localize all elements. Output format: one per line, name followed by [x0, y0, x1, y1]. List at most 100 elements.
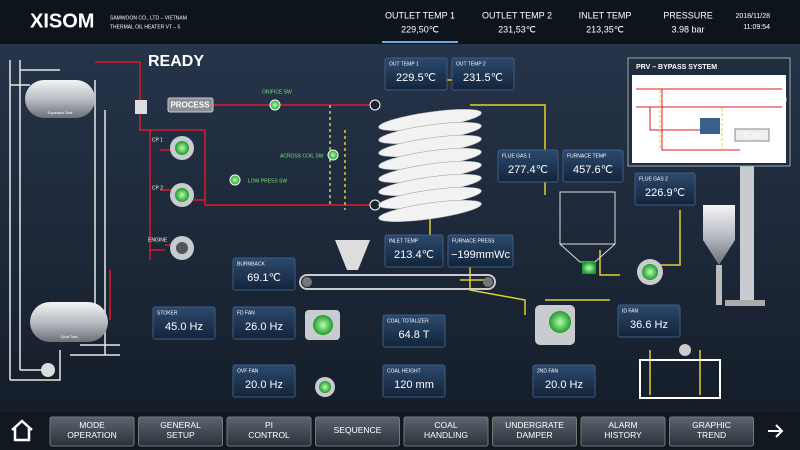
- panel-value: 120 mm: [394, 379, 434, 391]
- nav-button-line: UNDERGRATE: [505, 420, 564, 430]
- panel: [451, 57, 515, 91]
- panel-label: INLET TEMP: [389, 238, 419, 244]
- panel-label: OVF FAN: [237, 368, 259, 374]
- time: 11:09:54: [743, 24, 770, 31]
- nav-button[interactable]: [492, 416, 577, 447]
- reading-value: 229,50℃: [401, 24, 439, 34]
- prv-opening: 37.1%: [742, 132, 762, 139]
- prv-supply: SUPPLY: [638, 79, 658, 85]
- panel: [532, 364, 596, 398]
- reading-value: 3.98 bar: [671, 24, 704, 34]
- nav-button-line: SETUP: [166, 430, 195, 440]
- panel-value: 457.6℃: [573, 164, 613, 176]
- nav-button-line: ALARM: [608, 420, 637, 430]
- panel-value: −199mmWc: [451, 249, 510, 261]
- panel-label: FURNACE TEMP: [567, 153, 607, 159]
- quick-tank: [30, 302, 108, 342]
- panel-label: FURNACE PRESS: [452, 238, 495, 244]
- panel-value: 20.0 Hz: [245, 379, 283, 391]
- nav-button-line: DAMPER: [516, 430, 552, 440]
- process-button[interactable]: [167, 97, 214, 113]
- nav-button-label: ALARM HISTORY: [604, 420, 642, 440]
- nav-button-label: PI CONTROL: [248, 420, 290, 440]
- nav-button[interactable]: [403, 416, 489, 447]
- nav-button-label: COAL HANDLING: [424, 420, 468, 440]
- panel: [447, 234, 514, 268]
- prv-return: RETURN: [766, 97, 787, 103]
- panel-label: ID FAN: [622, 308, 639, 314]
- nav-button[interactable]: [49, 416, 135, 447]
- panel-value: 36.6 Hz: [630, 319, 668, 331]
- process-label: PROCESS: [170, 101, 210, 110]
- panel: [562, 149, 624, 183]
- reading-value: 231,53℃: [498, 24, 536, 34]
- prv-opening-box: [734, 128, 770, 142]
- panel-value: 277.4℃: [508, 164, 548, 176]
- nav-button-line: OPERATION: [67, 430, 116, 440]
- nav-button-line: GRAPHIC: [692, 420, 731, 430]
- reading-label: PRESSURE: [663, 10, 713, 20]
- status: READY: [148, 53, 204, 70]
- nav-button-line: CONTROL: [248, 430, 290, 440]
- nav-button-line: GENERAL: [160, 420, 201, 430]
- header-readings: OUTLET TEMP 1 229,50℃ OUTLET TEMP 2 231,53℃…: [382, 10, 713, 43]
- reading-label: INLET TEMP: [579, 10, 632, 20]
- switches: [229, 99, 339, 186]
- panel: [232, 257, 296, 291]
- next-icon[interactable]: [768, 424, 784, 438]
- nav-button-line: MODE: [79, 420, 105, 430]
- panel-value: 20.0 Hz: [545, 379, 583, 391]
- panel-label: COAL TOTALIZER: [387, 318, 429, 324]
- panel: [384, 57, 448, 91]
- switch-label: LOW PRESS SW: [248, 178, 287, 184]
- nav-button[interactable]: [226, 416, 312, 447]
- nav-button-line: TREND: [697, 430, 726, 440]
- dust-collector: [559, 191, 616, 274]
- panel-label: OUT TEMP 1: [389, 61, 419, 67]
- pump-label: CP 2: [152, 185, 163, 191]
- panel-value: 229.5℃: [396, 72, 436, 84]
- switch-label: ORIFICE SW: [262, 89, 292, 95]
- tank-label: Expansion Tank: [48, 111, 73, 115]
- panel: [232, 306, 296, 340]
- reading-value: 213,35℃: [586, 24, 624, 34]
- panel: [232, 364, 296, 398]
- nav-button[interactable]: [580, 416, 666, 447]
- panel-label: FLUE GAS 1: [502, 153, 531, 159]
- pump-label: ENGINE: [148, 237, 168, 243]
- nav-button-line: COAL: [434, 420, 457, 430]
- panel-label: 2ND FAN: [537, 368, 559, 374]
- node: [369, 99, 381, 111]
- panel-label: FLUE GAS 2: [639, 176, 668, 182]
- header-bar: [0, 0, 800, 44]
- nav-button[interactable]: [315, 416, 400, 447]
- home-icon[interactable]: [11, 419, 33, 442]
- fans: [305, 259, 663, 397]
- panel: [382, 364, 446, 398]
- nav-button-line: SEQUENCE: [334, 425, 382, 435]
- panel: [152, 306, 216, 340]
- panel: [382, 314, 446, 348]
- switch-label: ACROSS COIL SW: [280, 153, 324, 159]
- panel: [497, 149, 559, 183]
- panel: [384, 234, 444, 268]
- nav-button-line: PI: [265, 420, 273, 430]
- panel-value: 45.0 Hz: [165, 321, 203, 333]
- prv-pipes: [636, 88, 782, 151]
- panel-value: 69.1℃: [247, 272, 281, 284]
- reading-label: OUTLET TEMP 1: [385, 10, 455, 20]
- nav-button[interactable]: [669, 416, 754, 447]
- panel: [617, 304, 681, 338]
- company: SAMWOON CO., LTD – VIETNAM: [110, 15, 187, 21]
- panel-value: 226.9℃: [645, 187, 685, 199]
- nav-button-label: UNDERGRATE DAMPER: [505, 420, 564, 440]
- filter: [135, 100, 147, 114]
- nav-button-label: MODE OPERATION: [67, 420, 116, 440]
- pump-label: CP 1: [152, 137, 163, 143]
- nav-button-line: HISTORY: [604, 430, 642, 440]
- date: 2018/11/28: [735, 13, 770, 20]
- coil-turn: [378, 200, 482, 222]
- system-name: THERMAL OIL HEATER VT – 5: [110, 24, 181, 30]
- nav-button[interactable]: [138, 416, 223, 447]
